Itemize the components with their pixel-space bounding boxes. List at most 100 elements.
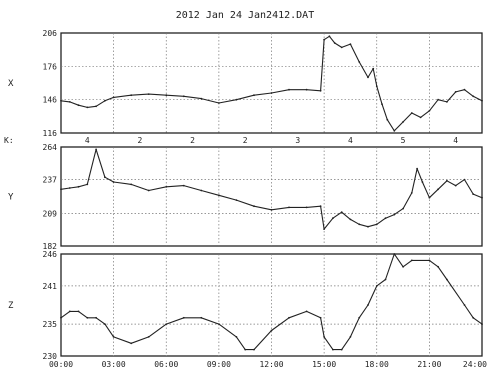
data-point [410,112,413,114]
y-tick-label: 146 [43,96,58,105]
data-point [112,96,115,99]
data-point [253,348,255,351]
data-point [253,94,255,97]
x-axis: 00:00 03:00 06:00 09:00 12:00 15:00 18:00 21:00… [49,360,487,369]
y-tick-label: 264 [43,143,58,152]
data-point [104,323,106,325]
data-point [437,188,439,191]
data-point [419,116,422,119]
data-point [358,61,361,63]
kp-value: 5 [401,136,406,145]
data-point [60,188,62,191]
data-point [463,88,466,91]
data-point [60,316,62,319]
data-point [77,310,80,313]
y-tick-label: 230 [43,352,58,361]
data-point [68,187,71,189]
data-point [384,217,387,220]
data-point [472,193,475,196]
data-point [472,95,475,98]
kp-label: K: [4,136,14,145]
data-point [332,217,334,220]
panel-label: Z [8,301,14,311]
y-tick-label: 246 [43,250,58,259]
data-point [147,189,150,192]
x-tick-label: 18:00 [365,360,389,369]
data-point [384,278,387,281]
data-point [86,106,89,109]
data-point [381,103,383,105]
data-point [393,213,396,216]
x-tick-label: 12:00 [259,360,283,369]
data-point [165,185,168,188]
data-point [147,93,150,95]
data-point [305,88,308,91]
data-point [358,223,361,226]
data-point [104,176,106,179]
panel-y: 182 209 237 264 Y [8,143,483,251]
data-point [95,148,97,151]
data-point [428,259,431,262]
data-point [402,121,404,123]
data-point [86,183,89,186]
data-point [77,185,80,188]
data-point [182,95,185,98]
data-point [288,88,290,91]
data-point [288,316,290,319]
y-tick-label: 241 [43,282,58,291]
data-point [481,99,483,102]
data-point [104,99,106,102]
data-point [375,85,378,88]
data-point [375,223,378,226]
data-point [218,102,220,104]
data-point [68,310,71,313]
data-point [410,192,413,194]
data-point [218,194,220,197]
data-point [340,46,343,49]
kp-index-layer: 4 2 2 2 3 4 5 4 [85,136,458,145]
data-point [463,304,466,306]
data-point [253,205,255,208]
data-point [319,89,322,92]
data-point [130,183,133,186]
data-point [68,101,71,103]
data-point [328,35,331,38]
data-point [235,336,238,338]
data-point [319,316,322,319]
x-tick-label: 09:00 [207,360,231,369]
data-point [393,253,396,255]
data-point [437,265,439,268]
data-point [446,278,448,281]
y-tick-label: 182 [43,242,58,251]
data-point [288,206,290,209]
panel-label: X [8,79,14,89]
data-point [386,118,389,121]
data-point [333,42,336,44]
data-point [112,181,115,183]
x-tick-label: 21:00 [417,360,441,369]
data-point [130,342,133,345]
data-point [130,94,133,97]
kp-value: 2 [138,136,143,145]
panel-z: 230 235 241 246 Z [8,250,483,361]
x-tick-label: 03:00 [102,360,126,369]
x-tick-label: 15:00 [312,360,336,369]
data-point [375,285,378,287]
data-point [165,323,168,325]
data-point [86,316,89,319]
data-point [147,336,150,338]
x-tick-label: 24:00 [463,360,487,369]
data-point [323,336,325,338]
data-point [402,265,404,268]
data-point [270,92,273,94]
data-point [410,259,413,262]
data-point [454,91,457,93]
data-point [165,94,168,97]
data-point [270,329,273,332]
data-point [235,199,238,202]
kp-value: 4 [453,136,458,145]
kp-value: 2 [190,136,195,145]
